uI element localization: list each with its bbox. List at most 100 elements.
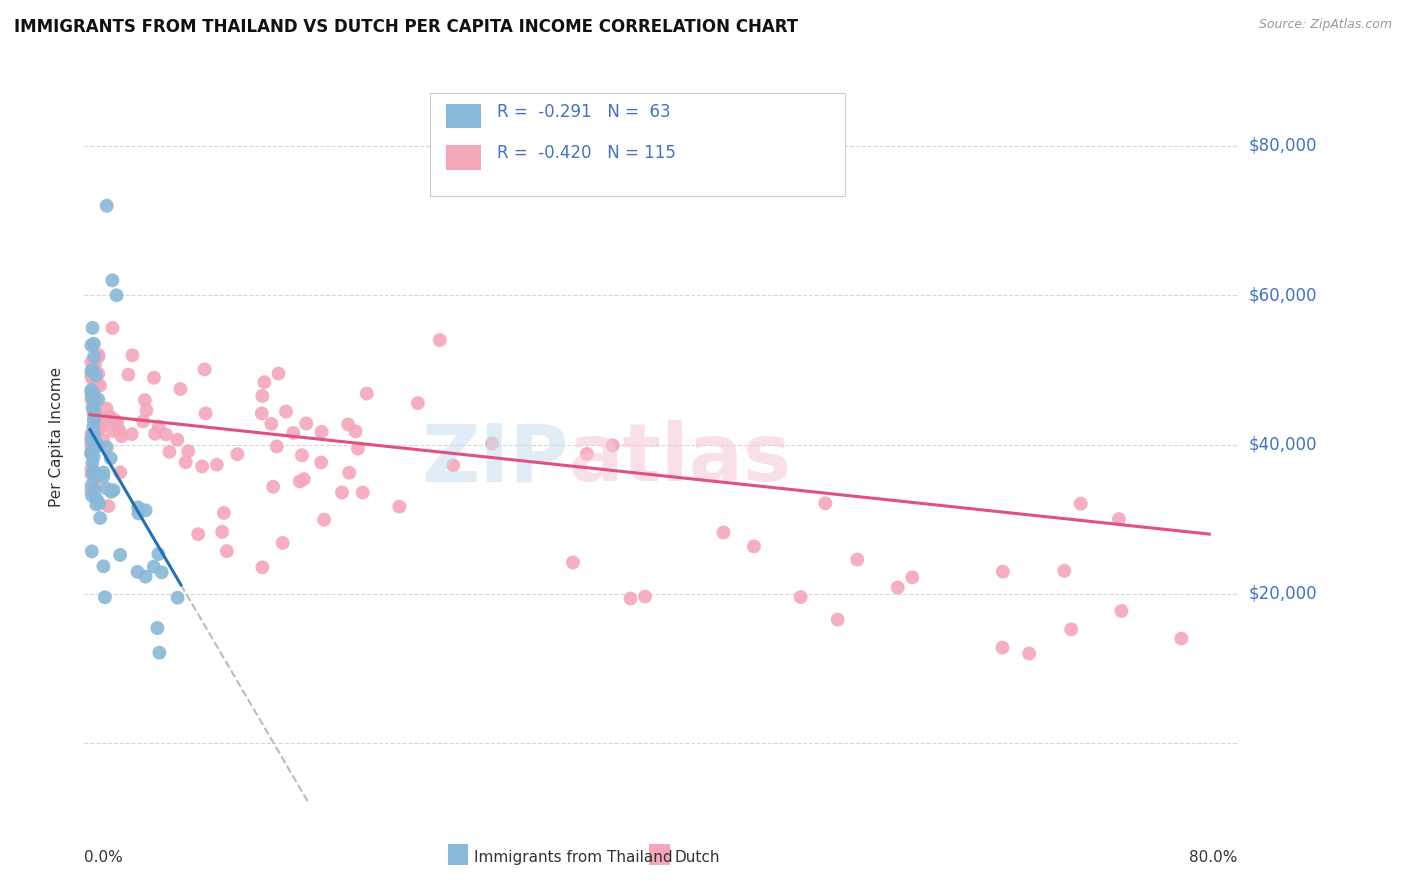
Point [83, 407, 105, 421]
Point [83, 450, 105, 464]
Point [252, 389, 274, 403]
Point [1060, 623, 1083, 637]
Point [97, 499, 120, 513]
Point [101, 273, 124, 287]
Point [337, 466, 360, 480]
Point [83, 336, 105, 351]
Point [193, 362, 215, 376]
Point [84, 409, 107, 423]
Point [80, 478, 103, 492]
Point [634, 590, 657, 604]
Point [274, 404, 297, 418]
Point [262, 480, 284, 494]
Point [89, 378, 111, 392]
Point [82, 390, 104, 404]
Point [80, 447, 103, 461]
Point [101, 424, 124, 438]
Point [84, 358, 107, 372]
Point [121, 348, 143, 362]
Text: $60,000: $60,000 [1249, 286, 1317, 304]
Text: R =  -0.420   N = 115: R = -0.420 N = 115 [498, 145, 676, 162]
Bar [447, 845, 468, 865]
Point [105, 288, 128, 302]
Point [211, 524, 233, 539]
Point [96, 441, 118, 455]
Point [267, 367, 290, 381]
Point [100, 484, 122, 499]
FancyBboxPatch shape [430, 94, 845, 195]
Bar [650, 845, 671, 865]
Point [87, 392, 110, 407]
Point [562, 556, 585, 570]
Point [86, 378, 108, 392]
Point [347, 442, 370, 456]
Point [1108, 512, 1130, 526]
Point [83, 393, 105, 408]
Point [827, 613, 849, 627]
Point [1053, 564, 1076, 578]
Point [260, 417, 283, 431]
Point [619, 591, 641, 606]
Point [283, 425, 305, 440]
Text: $20,000: $20,000 [1249, 585, 1317, 603]
Point [80, 489, 103, 503]
Point [80, 483, 103, 498]
Text: $80,000: $80,000 [1249, 137, 1317, 155]
Point [117, 368, 139, 382]
Point [80, 383, 103, 397]
Point [80, 445, 103, 459]
Point [330, 485, 353, 500]
Point [93, 559, 115, 574]
Point [83, 425, 105, 439]
Point [82, 456, 104, 470]
Point [100, 451, 122, 466]
Point [271, 536, 294, 550]
Point [205, 458, 228, 472]
Point [1018, 647, 1040, 661]
Point [80, 355, 103, 369]
Point [441, 458, 464, 473]
Text: ZIP: ZIP [422, 420, 568, 498]
Point [886, 581, 908, 595]
Point [80, 467, 103, 482]
Text: atlas: atlas [568, 420, 792, 498]
Point [713, 525, 735, 540]
Point [159, 444, 181, 458]
Point [174, 455, 197, 469]
Point [742, 540, 765, 554]
Point [212, 506, 235, 520]
Point [105, 415, 128, 429]
Point [146, 621, 169, 635]
Point [155, 427, 177, 442]
Point [93, 466, 115, 480]
Point [84, 479, 107, 493]
Point [215, 544, 238, 558]
Text: 0.0%: 0.0% [84, 850, 124, 865]
Point [80, 439, 103, 453]
Point [83, 401, 105, 415]
Point [266, 439, 288, 453]
Point [82, 387, 104, 401]
Point [253, 376, 276, 390]
Point [250, 406, 273, 420]
Text: Dutch: Dutch [675, 850, 720, 865]
Text: 80.0%: 80.0% [1189, 850, 1237, 865]
Point [846, 552, 869, 566]
Point [80, 462, 103, 476]
Point [80, 367, 103, 381]
Point [84, 403, 107, 417]
Point [83, 350, 105, 364]
Point [82, 401, 104, 416]
Point [901, 570, 924, 584]
Point [83, 426, 105, 441]
Point [148, 646, 170, 660]
Point [80, 391, 103, 405]
Point [82, 440, 104, 454]
Point [89, 511, 111, 525]
Point [86, 437, 108, 451]
Point [89, 421, 111, 435]
Point [177, 444, 200, 458]
Point [121, 427, 143, 442]
Point [388, 500, 411, 514]
Text: IMMIGRANTS FROM THAILAND VS DUTCH PER CAPITA INCOME CORRELATION CHART: IMMIGRANTS FROM THAILAND VS DUTCH PER CA… [14, 18, 799, 36]
